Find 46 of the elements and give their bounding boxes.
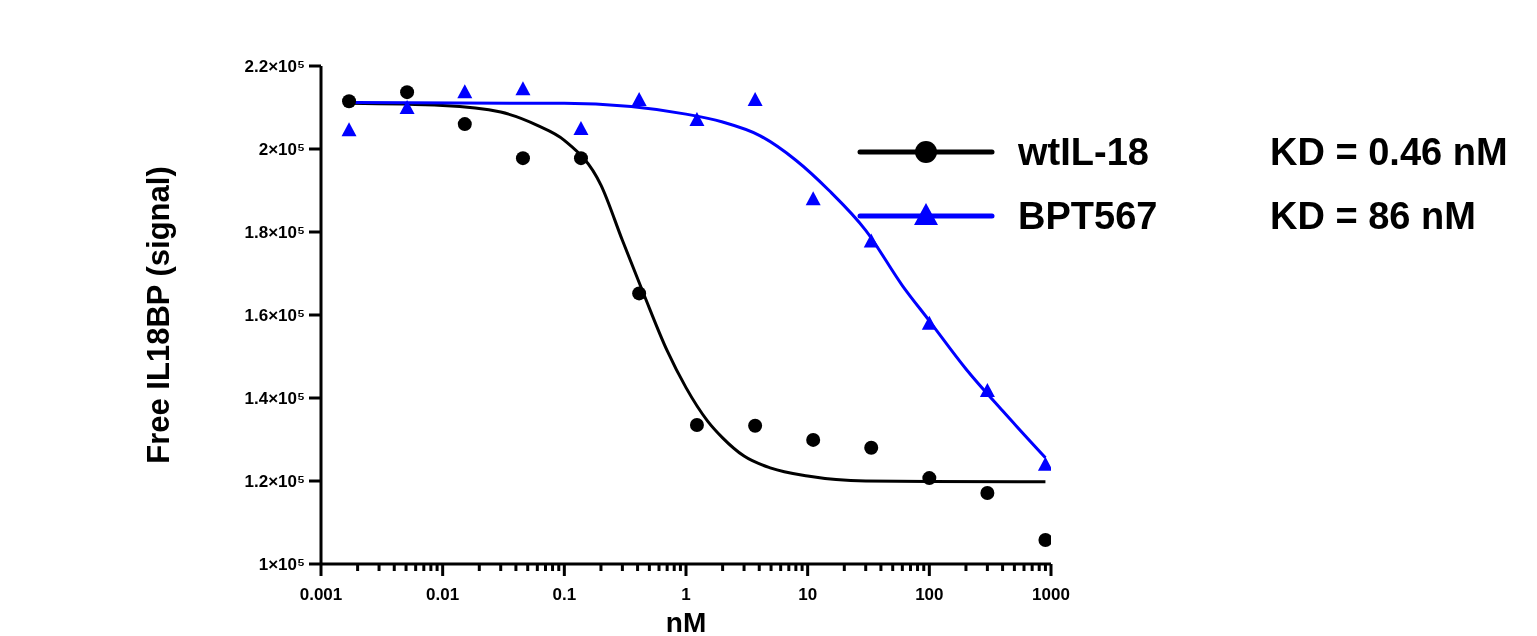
point xyxy=(864,440,879,455)
point xyxy=(573,121,589,136)
point xyxy=(399,99,415,114)
y-tick-label: 2.2×10⁵ xyxy=(244,57,305,76)
y-tick-label: 1.4×10⁵ xyxy=(244,389,305,408)
y-tick-label: 2×10⁵ xyxy=(258,140,305,159)
legend-label: BPT567 xyxy=(1018,194,1158,238)
y-tick-label: 1×10⁵ xyxy=(258,555,305,574)
point xyxy=(805,191,821,206)
x-tick-label: 0.1 xyxy=(552,585,577,604)
point xyxy=(573,151,588,166)
point xyxy=(515,151,530,166)
point xyxy=(747,92,763,107)
point xyxy=(1037,456,1051,471)
x-tick-label: 0.001 xyxy=(299,585,343,604)
point xyxy=(1038,532,1051,547)
x-axis-title: nM xyxy=(665,607,707,636)
point xyxy=(400,85,415,100)
point xyxy=(342,94,357,109)
x-tick-label: 0.01 xyxy=(426,585,460,604)
point xyxy=(748,418,763,433)
point xyxy=(631,92,647,107)
point xyxy=(922,471,937,486)
y-tick-label: 1.6×10⁵ xyxy=(244,306,305,325)
y-tick-label: 1.8×10⁵ xyxy=(244,223,305,242)
y-axis-title: Free IL18BP (signal) xyxy=(141,166,177,464)
y-tick-label: 1.2×10⁵ xyxy=(244,472,305,491)
point xyxy=(979,382,995,397)
point xyxy=(632,286,647,301)
x-tick-label: 10 xyxy=(798,585,818,604)
x-tick-label: 100 xyxy=(915,585,944,604)
point xyxy=(980,486,995,501)
text: KD = 0.46 nM xyxy=(1270,129,1508,175)
point xyxy=(806,432,821,447)
x-tick-label: 1 xyxy=(681,585,691,604)
point xyxy=(689,111,705,126)
x-tick-label: 1000 xyxy=(1032,585,1070,604)
point xyxy=(457,84,473,99)
point xyxy=(689,417,704,432)
text: KD = 86 nM xyxy=(1270,193,1477,239)
legend-label: wtIL-18 xyxy=(1018,130,1149,174)
point xyxy=(921,315,937,330)
point xyxy=(515,81,531,96)
point xyxy=(457,117,472,132)
point xyxy=(341,122,357,137)
point xyxy=(863,233,879,248)
